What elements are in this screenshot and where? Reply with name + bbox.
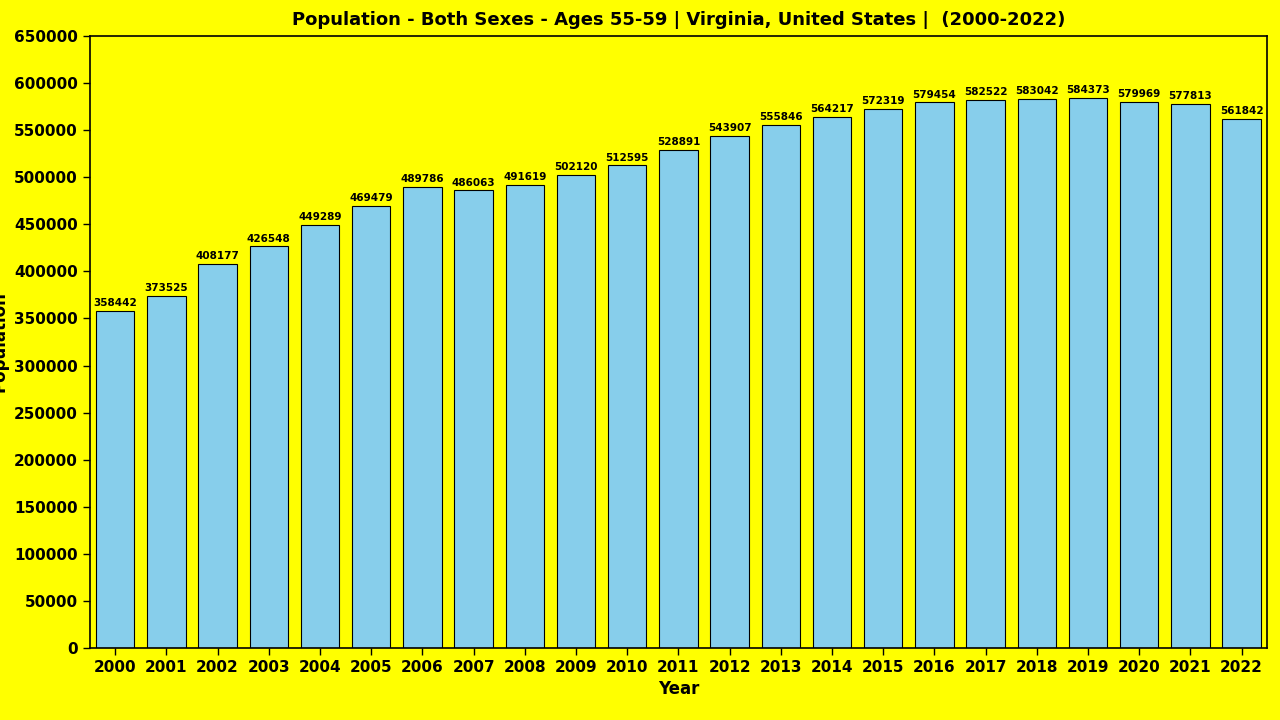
Bar: [915, 102, 954, 648]
Bar: [557, 175, 595, 648]
Text: 426548: 426548: [247, 233, 291, 243]
Text: 584373: 584373: [1066, 85, 1110, 95]
Text: 572319: 572319: [861, 96, 905, 107]
Text: 469479: 469479: [349, 193, 393, 203]
Bar: [301, 225, 339, 648]
Bar: [1222, 119, 1261, 648]
Bar: [198, 264, 237, 648]
Text: 579454: 579454: [913, 89, 956, 99]
Bar: [762, 125, 800, 648]
Bar: [608, 166, 646, 648]
X-axis label: Year: Year: [658, 680, 699, 698]
Title: Population - Both Sexes - Ages 55-59 | Virginia, United States |  (2000-2022): Population - Both Sexes - Ages 55-59 | V…: [292, 11, 1065, 29]
Bar: [506, 185, 544, 648]
Text: 449289: 449289: [298, 212, 342, 222]
Text: 577813: 577813: [1169, 91, 1212, 101]
Text: 555846: 555846: [759, 112, 803, 122]
Bar: [659, 150, 698, 648]
Y-axis label: Population: Population: [0, 292, 9, 392]
Text: 579969: 579969: [1117, 89, 1161, 99]
Text: 561842: 561842: [1220, 106, 1263, 116]
Bar: [352, 206, 390, 648]
Bar: [250, 246, 288, 648]
Text: 486063: 486063: [452, 178, 495, 187]
Bar: [1171, 104, 1210, 648]
Bar: [147, 297, 186, 648]
Bar: [1069, 98, 1107, 648]
Text: 528891: 528891: [657, 138, 700, 147]
Text: 491619: 491619: [503, 172, 547, 182]
Text: 358442: 358442: [93, 297, 137, 307]
Bar: [96, 310, 134, 648]
Text: 543907: 543907: [708, 123, 751, 133]
Text: 489786: 489786: [401, 174, 444, 184]
Bar: [966, 99, 1005, 648]
Bar: [454, 190, 493, 648]
Bar: [403, 187, 442, 648]
Bar: [710, 136, 749, 648]
Text: 564217: 564217: [810, 104, 854, 114]
Bar: [864, 109, 902, 648]
Text: 583042: 583042: [1015, 86, 1059, 96]
Bar: [1120, 102, 1158, 648]
Text: 582522: 582522: [964, 86, 1007, 96]
Text: 502120: 502120: [554, 163, 598, 172]
Text: 512595: 512595: [605, 153, 649, 163]
Text: 373525: 373525: [145, 284, 188, 294]
Text: 408177: 408177: [196, 251, 239, 261]
Bar: [813, 117, 851, 648]
Bar: [1018, 99, 1056, 648]
